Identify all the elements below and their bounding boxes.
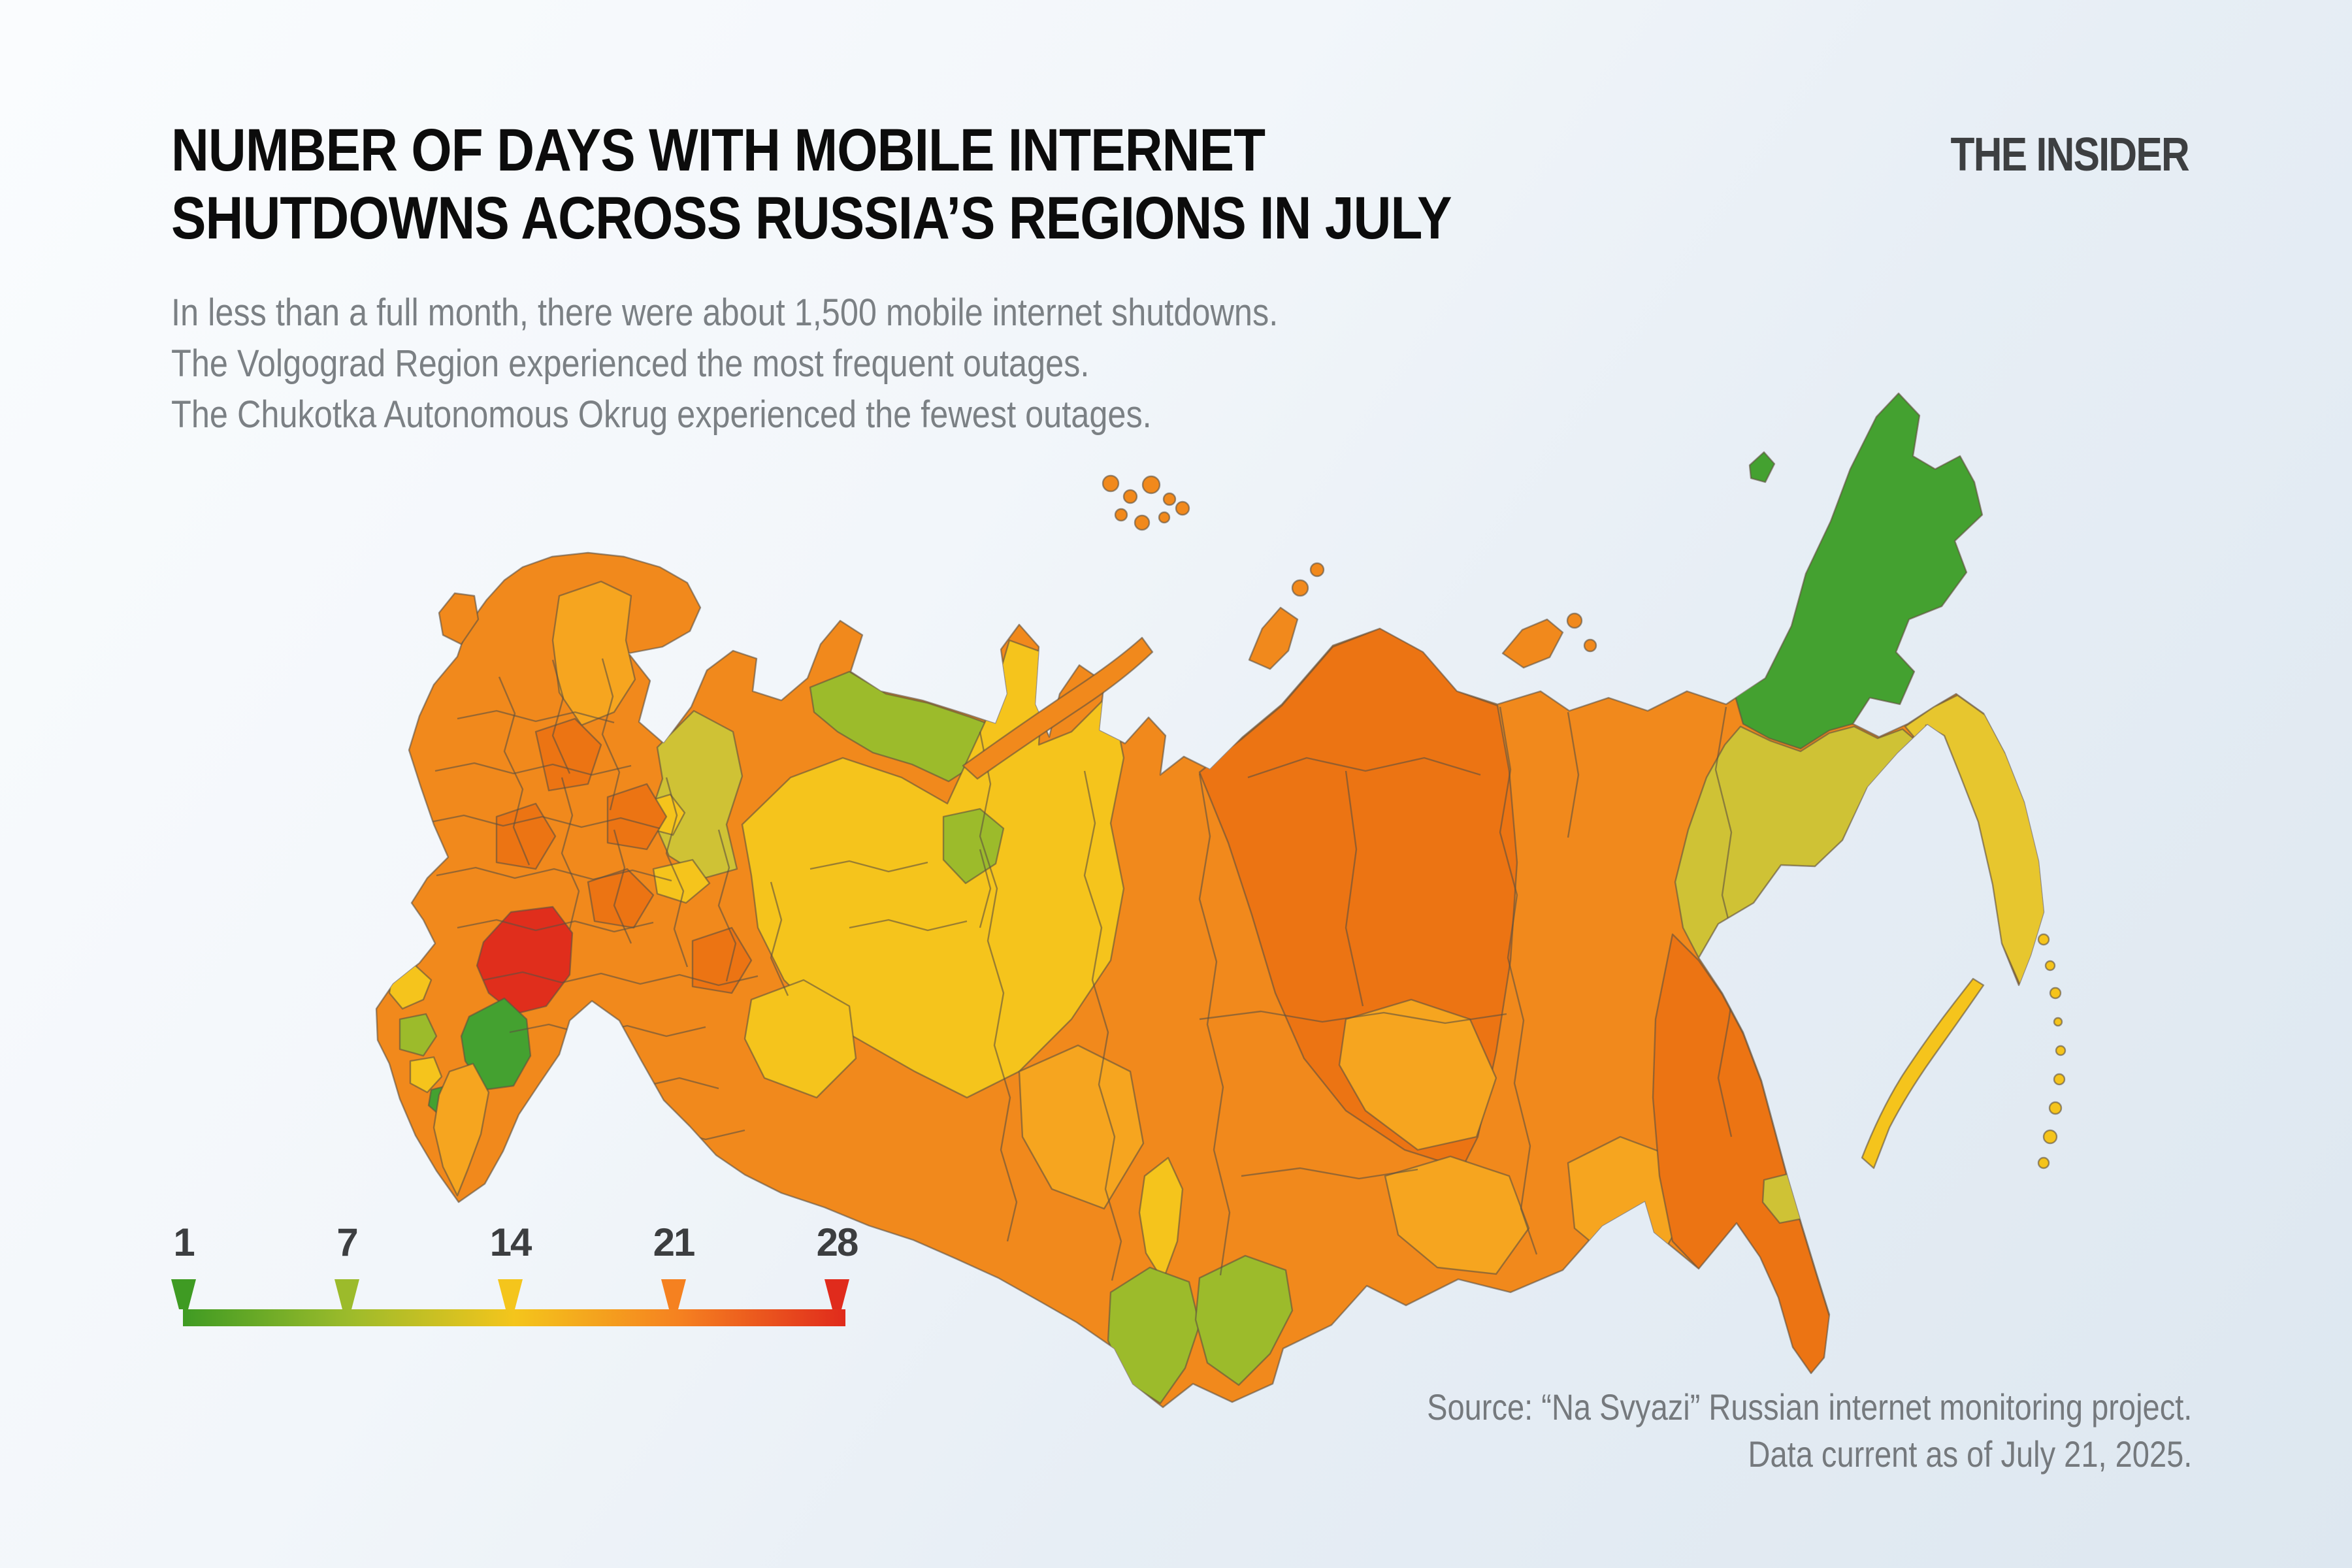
title-line-2: SHUTDOWNS ACROSS RUSSIA’S REGIONS IN JUL… <box>171 185 1452 252</box>
region-khakassia <box>1138 1156 1184 1282</box>
legend-marker-28 <box>825 1279 849 1309</box>
region-moscow-cluster-4 <box>587 868 655 929</box>
island-severnaya-zemlya <box>1248 562 1325 670</box>
region-volgograd <box>476 906 574 1015</box>
island-novaya-zemlya <box>962 636 1154 780</box>
subtitle: In less than a full month, there were ab… <box>171 287 1443 440</box>
legend-svg: 1 7 14 21 28 <box>171 1220 859 1326</box>
region-tyumen-omsk <box>1018 1044 1145 1210</box>
legend-marker-21 <box>661 1279 686 1309</box>
island-kuril-chain <box>2037 933 2066 1169</box>
region-samara-gold <box>652 858 711 904</box>
legend-marker-14 <box>498 1279 523 1309</box>
legend-tick-21: 21 <box>653 1220 694 1264</box>
region-dagestan <box>433 1062 490 1197</box>
page-title: NUMBER OF DAYS WITH MOBILE INTERNET SHUT… <box>171 116 1643 252</box>
subtitle-line-1: In less than a full month, there were ab… <box>171 291 1279 334</box>
the-insider-logo: THE INSIDER <box>1905 128 2189 182</box>
region-moscow-cluster-2 <box>606 783 668 851</box>
subtitle-line-3: The Chukotka Autonomous Okrug experience… <box>171 393 1152 436</box>
region-buryatia <box>1384 1155 1530 1275</box>
legend-tick-7: 7 <box>336 1220 357 1264</box>
title-line-1: NUMBER OF DAYS WITH MOBILE INTERNET <box>171 117 1266 184</box>
island-franz-josef <box>1102 474 1190 531</box>
color-scale-legend: 1 7 14 21 28 <box>157 1215 889 1346</box>
region-patches <box>388 393 2044 1405</box>
island-kaliningrad <box>438 592 480 645</box>
region-karachay <box>399 1013 438 1057</box>
region-tuva <box>1194 1254 1294 1386</box>
island-sakhalin <box>1861 977 1985 1169</box>
legend-gradient-bar <box>183 1309 845 1326</box>
region-magadan <box>1674 725 1922 959</box>
subtitle-line-2: The Volgograd Region experienced the mos… <box>171 342 1090 385</box>
legend-tick-28: 28 <box>817 1220 858 1264</box>
logo-text: THE INSIDER <box>1950 129 2189 181</box>
region-south-ural-gold <box>743 979 857 1099</box>
island-new-siberian <box>1501 612 1597 669</box>
islands <box>438 451 2066 1169</box>
legend-tick-14: 14 <box>490 1220 532 1264</box>
region-kalmykia <box>460 997 532 1091</box>
source-line-2: Data current as of July 21, 2025. <box>1748 1433 2192 1475</box>
region-kabardino <box>409 1056 443 1094</box>
source-note: Source: “Na Svyazi” Russian internet mon… <box>1281 1384 2192 1478</box>
source-line-1: Source: “Na Svyazi” Russian internet mon… <box>1426 1386 2192 1428</box>
legend-marker-7 <box>335 1279 359 1309</box>
region-khabarovsk-primorye <box>1652 933 1831 1375</box>
legend-marker-1 <box>171 1279 196 1309</box>
map-layers <box>375 392 2066 1409</box>
region-karelia <box>551 580 636 727</box>
region-chukotka <box>1734 393 1984 750</box>
region-irkutsk <box>1338 998 1497 1151</box>
region-kamchatka <box>1904 694 2044 987</box>
region-borders <box>424 658 1739 1281</box>
region-moscow-cluster-3 <box>495 802 557 870</box>
legend-tick-1: 1 <box>173 1220 194 1264</box>
island-wrangel <box>1748 451 1776 483</box>
